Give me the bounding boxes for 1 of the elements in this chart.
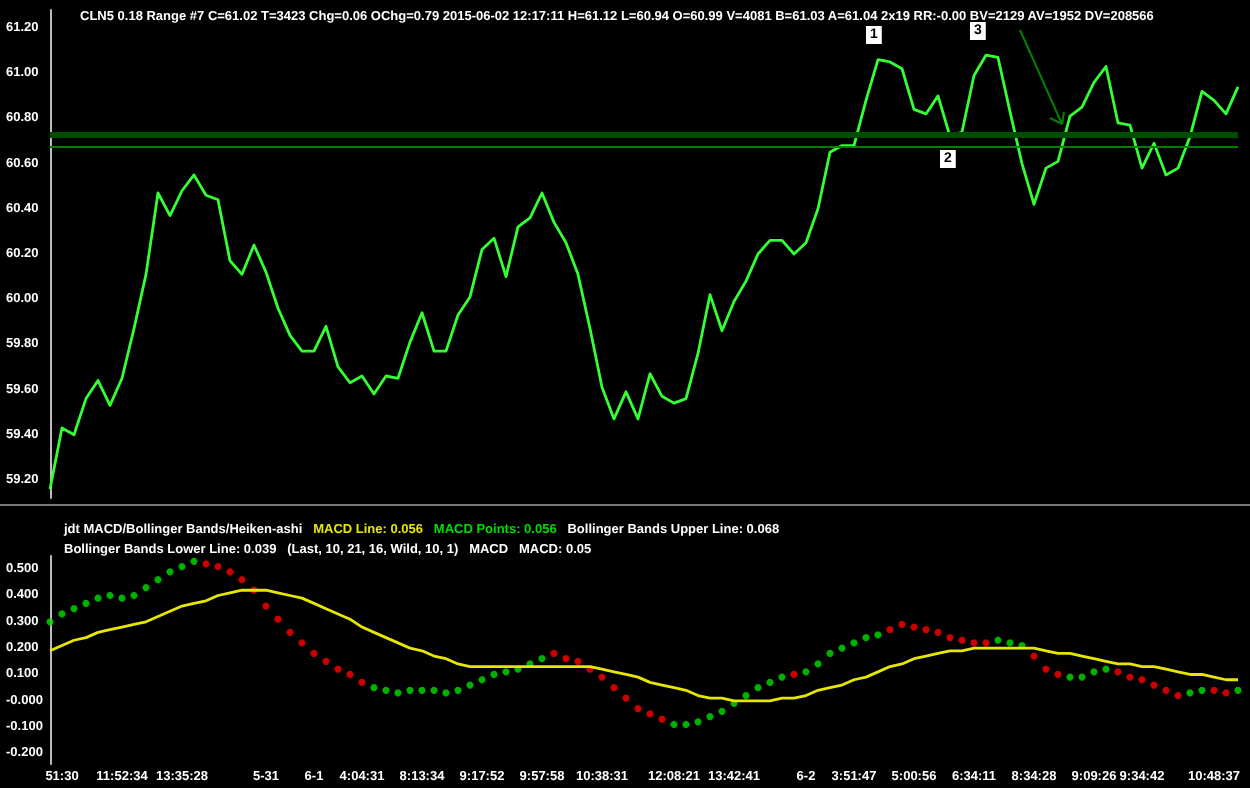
line-series — [48, 53, 1240, 491]
